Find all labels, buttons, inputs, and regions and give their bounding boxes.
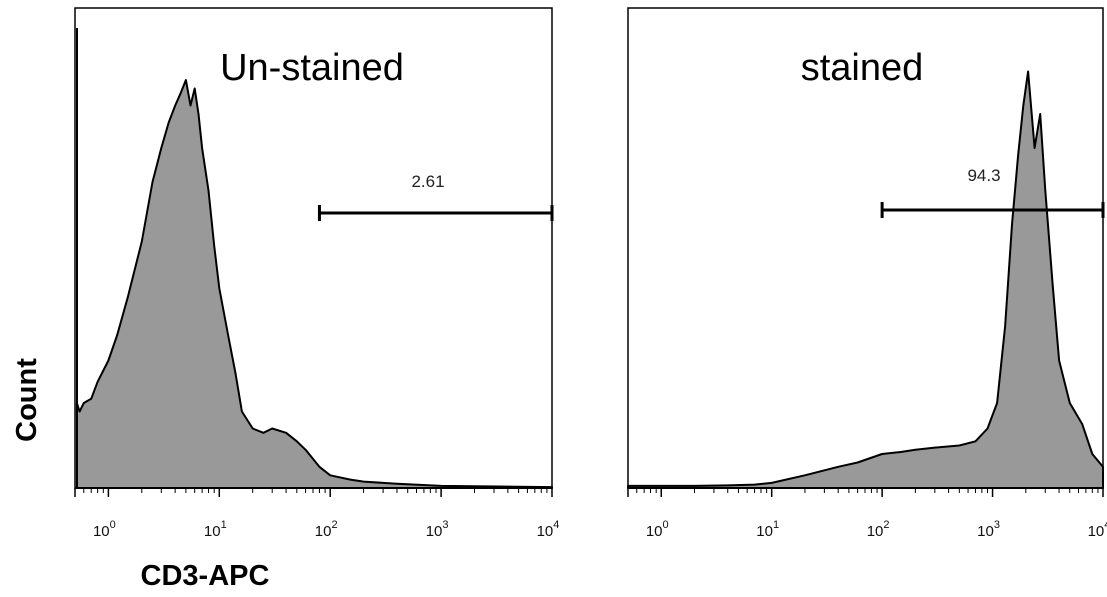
x-tick-label: 100 — [93, 519, 116, 540]
histogram-area — [75, 79, 553, 489]
x-tick-label: 103 — [977, 519, 1000, 540]
x-axis: 100 101 102 103 104 — [74, 487, 560, 540]
y-axis-title: Count — [11, 358, 43, 442]
histogram-panel-stained: stained 94.3 100 101 102 103 104 — [627, 7, 1107, 540]
panel-title: Un-stained — [220, 47, 404, 89]
x-tick-label: 104 — [537, 519, 560, 540]
x-axis: 100 101 102 103 104 — [627, 487, 1107, 540]
histogram-area — [627, 70, 1104, 489]
x-axis-title: CD3-APC — [141, 560, 270, 592]
panel-title: stained — [801, 47, 924, 89]
x-tick-label: 102 — [867, 519, 890, 540]
x-tick-label: 101 — [756, 519, 779, 540]
gate-percentage-label: 94.3 — [967, 166, 1000, 185]
histogram-panel-unstained: Un-stained 2.61 100 101 102 103 104 — [74, 7, 560, 540]
x-tick-label: 101 — [204, 519, 227, 540]
gate-percentage-label: 2.61 — [411, 172, 444, 191]
x-tick-label: 104 — [1088, 519, 1107, 540]
x-tick-label: 103 — [426, 519, 449, 540]
x-tick-label: 100 — [646, 519, 669, 540]
gate-marker — [317, 205, 554, 221]
x-tick-label: 102 — [315, 519, 338, 540]
gate-marker — [880, 202, 1105, 218]
